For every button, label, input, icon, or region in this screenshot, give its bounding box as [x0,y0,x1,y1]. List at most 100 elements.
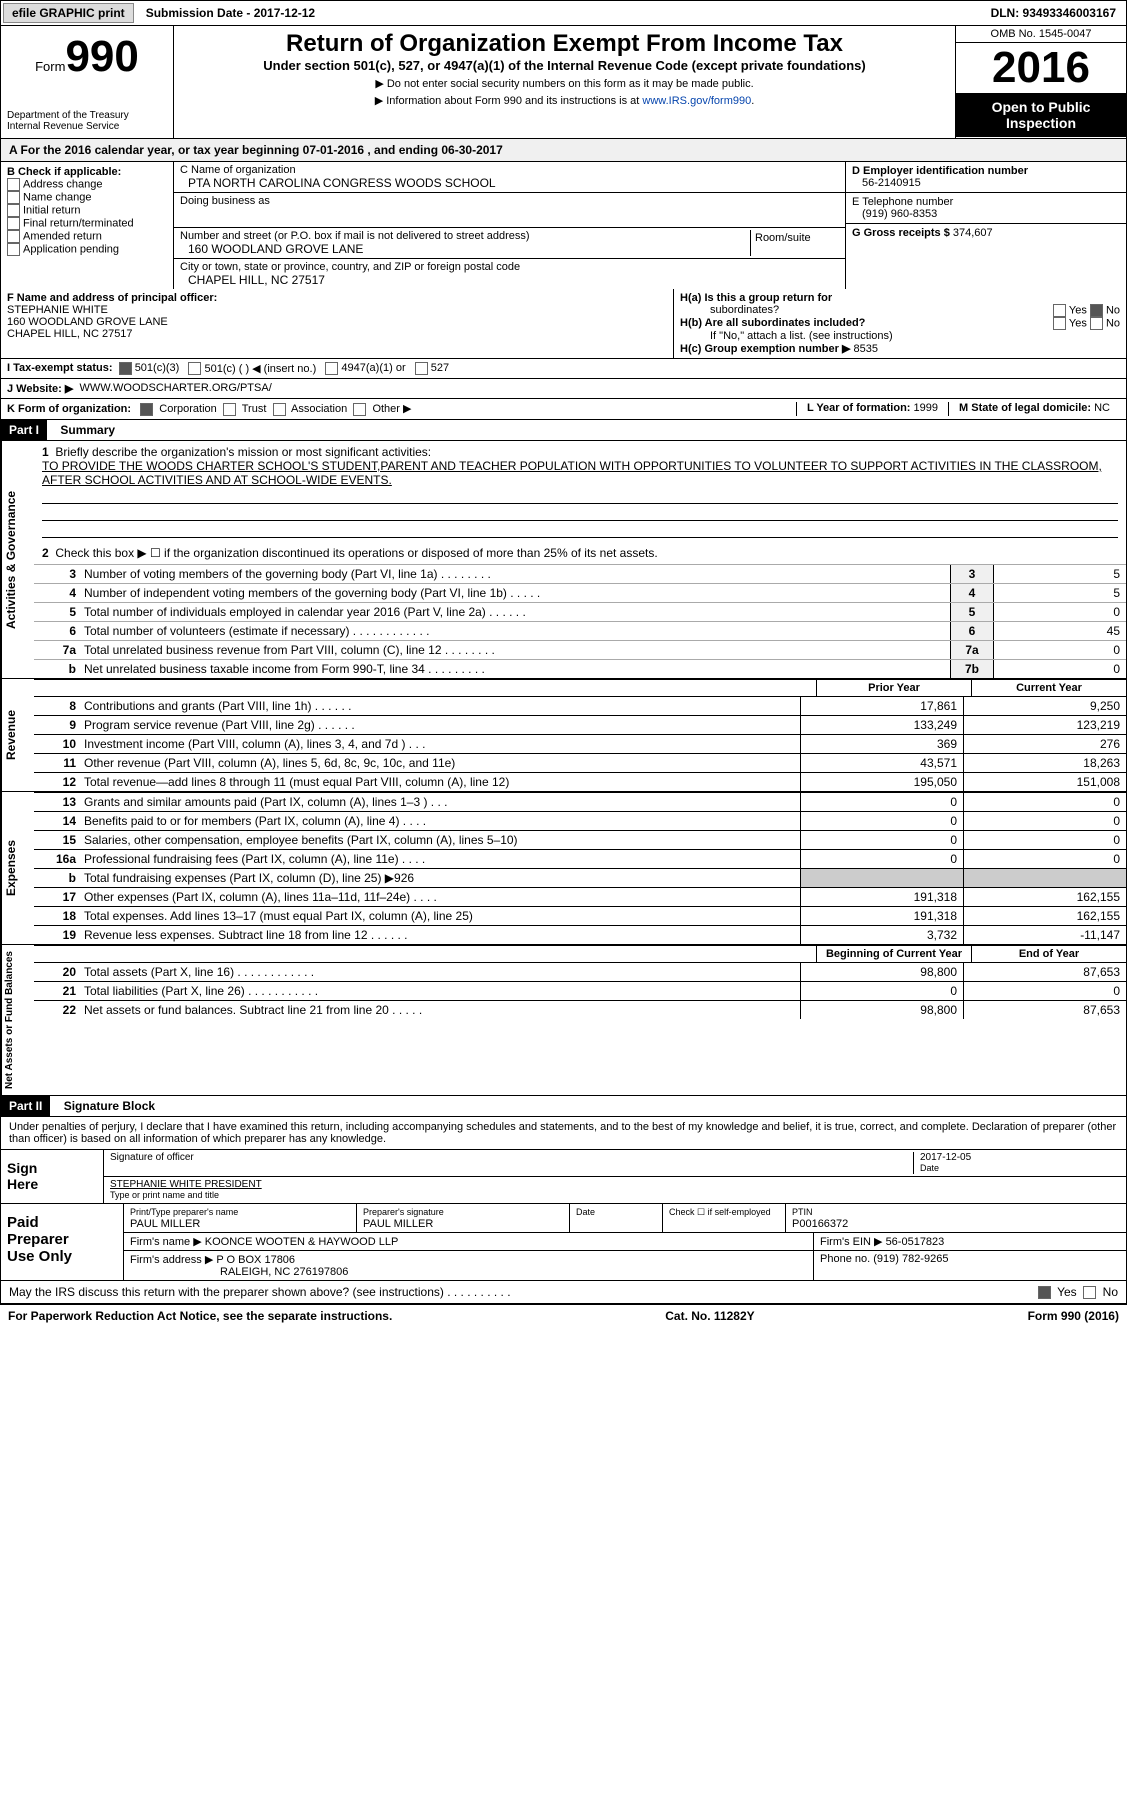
phone-value: (919) 960-8353 [852,208,937,220]
table-row: 14Benefits paid to or for members (Part … [34,811,1126,830]
firm-addr1: P O BOX 17806 [216,1254,295,1266]
line6-val: 45 [993,622,1126,640]
firm-name: KOONCE WOOTEN & HAYWOOD LLP [205,1236,399,1248]
table-row: 12Total revenue—add lines 8 through 11 (… [34,772,1126,791]
hb-label: H(b) Are all subordinates included? [680,317,865,330]
top-bar: efile GRAPHIC print Submission Date - 20… [0,0,1127,26]
tax-status-label: I Tax-exempt status: [7,362,113,375]
sig-date: 2017-12-05 [920,1152,971,1163]
discuss-yes[interactable] [1038,1286,1051,1299]
line7a-val: 0 [993,641,1126,659]
chk-501c[interactable] [188,362,201,375]
chk-corp[interactable] [140,403,153,416]
line6-desc: Total number of volunteers (estimate if … [80,622,950,640]
self-employed-chk[interactable]: Check ☐ if self-employed [669,1207,771,1217]
side-expenses: Expenses [1,792,34,944]
chk-501c3[interactable] [119,362,132,375]
section-j: J Website: ▶ WWW.WOODSCHARTER.ORG/PTSA/ [0,379,1127,399]
chk-527[interactable] [415,362,428,375]
website-value: WWW.WOODSCHARTER.ORG/PTSA/ [79,382,271,395]
line3-val: 5 [993,565,1126,583]
dept-treasury: Department of the Treasury [7,110,167,121]
line7a-desc: Total unrelated business revenue from Pa… [80,641,950,659]
city-state-zip: CHAPEL HILL, NC 27517 [180,273,325,287]
line3-desc: Number of voting members of the governin… [80,565,950,583]
section-a: A For the 2016 calendar year, or tax yea… [0,139,1127,162]
revenue-section: Revenue Prior YearCurrent Year 8Contribu… [0,679,1127,792]
ha-label: H(a) Is this a group return for [680,292,832,304]
cat-number: Cat. No. 11282Y [665,1309,754,1323]
form-header: Form990 Department of the Treasury Inter… [0,26,1127,139]
chk-app-pending[interactable]: Application pending [7,243,167,256]
line7b-val: 0 [993,660,1126,678]
submission-date: Submission Date - 2017-12-12 [136,4,325,22]
part1-header-row: Part I Summary [0,420,1127,441]
officer-name: STEPHANIE WHITE [7,304,108,316]
table-row: 17Other expenses (Part IX, column (A), l… [34,887,1126,906]
irs-link[interactable]: www.IRS.gov/form990 [642,95,751,107]
form-title: Return of Organization Exempt From Incom… [182,30,947,58]
dln-label: DLN: 93493346003167 [981,4,1126,22]
table-row: 10Investment income (Part VIII, column (… [34,734,1126,753]
year-formed-label: L Year of formation: [807,402,911,414]
ssn-notice: ▶ Do not enter social security numbers o… [182,77,947,90]
discuss-no[interactable] [1083,1286,1096,1299]
table-row: 11Other revenue (Part VIII, column (A), … [34,753,1126,772]
chk-name-change[interactable]: Name change [7,191,167,204]
form-number: 990 [65,32,138,81]
paperwork-notice: For Paperwork Reduction Act Notice, see … [8,1309,392,1323]
gross-value: 374,607 [953,227,993,239]
line7b-desc: Net unrelated business taxable income fr… [80,660,950,678]
expenses-section: Expenses 13Grants and similar amounts pa… [0,792,1127,945]
table-row: 18Total expenses. Add lines 13–17 (must … [34,906,1126,925]
sign-here-label: SignHere [1,1150,104,1203]
section-b: B Check if applicable: Address change Na… [1,162,174,289]
form-label: Form [35,59,65,74]
part2-header-row: Part II Signature Block [0,1096,1127,1117]
hb-no-box[interactable] [1090,317,1103,330]
hb-note: If "No," attach a list. (see instruction… [680,330,1120,342]
mission-label: Briefly describe the organization's miss… [55,445,431,459]
part1-title: Summary [50,423,115,437]
table-row: 20Total assets (Part X, line 16) . . . .… [34,962,1126,981]
chk-trust[interactable] [223,403,236,416]
org-form-label: K Form of organization: [7,403,131,415]
side-netassets: Net Assets or Fund Balances [1,945,34,1095]
city-label: City or town, state or province, country… [180,261,520,273]
officer-addr2: CHAPEL HILL, NC 27517 [7,328,133,340]
hc-value: 8535 [853,343,877,355]
efile-button[interactable]: efile GRAPHIC print [3,3,134,23]
chk-4947[interactable] [325,362,338,375]
room-label: Room/suite [751,230,839,256]
line2-text: Check this box ▶ ☐ if the organization d… [55,546,657,560]
chk-amended[interactable]: Amended return [7,230,167,243]
table-row: 15Salaries, other compensation, employee… [34,830,1126,849]
chk-assoc[interactable] [273,403,286,416]
activities-governance: Activities & Governance 1 Briefly descri… [0,441,1127,679]
netassets-section: Net Assets or Fund Balances Beginning of… [0,945,1127,1096]
chk-final-return[interactable]: Final return/terminated [7,217,167,230]
table-row: 19Revenue less expenses. Subtract line 1… [34,925,1126,944]
perjury-text: Under penalties of perjury, I declare th… [1,1117,1126,1149]
form-number-footer: Form 990 (2016) [1028,1309,1119,1323]
tax-year: 2016 [956,43,1126,93]
chk-initial-return[interactable]: Initial return [7,204,167,217]
hb-yes-box[interactable] [1053,317,1066,330]
ha-no-box[interactable] [1090,304,1103,317]
chk-other[interactable] [353,403,366,416]
table-row: 9Program service revenue (Part VIII, lin… [34,715,1126,734]
section-klm: K Form of organization: Corporation Trus… [0,399,1127,420]
line5-desc: Total number of individuals employed in … [80,603,950,621]
side-activities: Activities & Governance [1,441,34,678]
section-bcd: B Check if applicable: Address change Na… [0,162,1127,289]
officer-addr1: 160 WOODLAND GROVE LANE [7,316,168,328]
table-row: 13Grants and similar amounts paid (Part … [34,792,1126,811]
table-row: 16aProfessional fundraising fees (Part I… [34,849,1126,868]
irs-label: Internal Revenue Service [7,121,167,132]
website-label: J Website: ▶ [7,382,73,395]
end-year-hdr: End of Year [971,946,1126,962]
chk-address-change[interactable]: Address change [7,178,167,191]
ha-yes-box[interactable] [1053,304,1066,317]
preparer-sig: PAUL MILLER [363,1218,433,1230]
ein-label: D Employer identification number [852,165,1028,177]
